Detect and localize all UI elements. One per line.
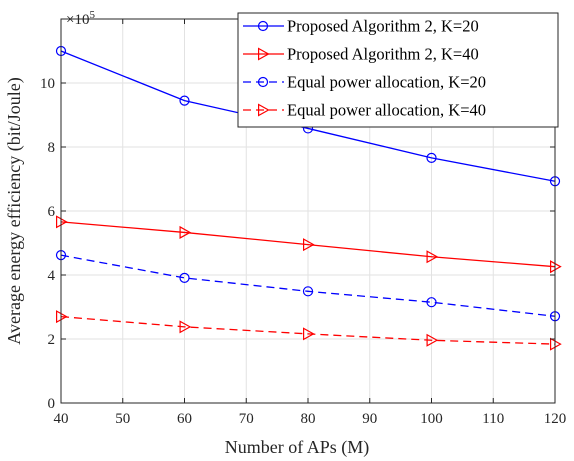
y-tick-label: 0 xyxy=(48,396,56,412)
legend: Proposed Algorithm 2, K=20 Proposed Algor… xyxy=(237,12,559,128)
x-axis-label: Number of APs (M) xyxy=(225,437,370,458)
legend-swatch-marker xyxy=(258,47,270,61)
data-point xyxy=(55,310,68,324)
data-point xyxy=(303,327,315,341)
data-point xyxy=(303,238,315,252)
legend-swatch-marker xyxy=(257,76,269,88)
series-line xyxy=(60,50,556,182)
x-tick-label: 50 xyxy=(115,411,130,427)
y-exponent-label: ×105 xyxy=(66,9,95,28)
data-point xyxy=(426,297,437,308)
data-point xyxy=(55,215,68,229)
series-layer xyxy=(55,45,562,351)
data-point xyxy=(426,333,439,347)
x-tick-label: 120 xyxy=(544,411,567,427)
y-tick-labels: 0 2 4 6 8 10 xyxy=(40,76,56,412)
y-tick-label: 8 xyxy=(48,140,56,156)
series-line xyxy=(60,315,556,345)
legend-item: Proposed Algorithm 2, K=40 xyxy=(243,45,479,64)
x-tick-label: 100 xyxy=(420,411,443,427)
legend-item: Proposed Algorithm 2, K=20 xyxy=(243,17,479,36)
series-line xyxy=(60,221,556,268)
legend-swatch-marker xyxy=(258,103,270,117)
data-point xyxy=(426,152,437,163)
x-tick-label: 60 xyxy=(177,411,192,427)
legend-label: Equal power allocation, K=20 xyxy=(287,73,486,92)
y-tick-label: 4 xyxy=(48,268,56,284)
series-4 xyxy=(55,310,562,351)
legend-label: Proposed Algorithm 2, K=40 xyxy=(287,45,479,64)
y-tick-label: 10 xyxy=(40,76,55,92)
series-1 xyxy=(55,45,561,187)
legend-label: Equal power allocation, K=40 xyxy=(287,101,486,120)
x-tick-label: 40 xyxy=(54,411,69,427)
legend-box xyxy=(237,12,559,128)
data-point xyxy=(549,337,562,351)
data-point xyxy=(426,250,439,264)
legend-label: Proposed Algorithm 2, K=20 xyxy=(287,17,479,36)
data-point xyxy=(302,286,314,297)
x-tick-labels: 40 50 60 70 80 90 100 110 120 xyxy=(54,411,567,427)
x-tick-label: 90 xyxy=(362,411,377,427)
legend-item: Equal power allocation, K=40 xyxy=(243,101,486,120)
data-point xyxy=(179,225,192,239)
x-tick-label: 110 xyxy=(482,411,504,427)
x-tick-label: 70 xyxy=(239,411,254,427)
data-point xyxy=(179,320,192,334)
y-exponent-power: 5 xyxy=(89,9,95,21)
series-2 xyxy=(55,215,562,274)
legend-swatch-marker xyxy=(257,20,269,32)
legend-item: Equal power allocation, K=20 xyxy=(243,73,486,92)
x-tick-label: 80 xyxy=(301,411,316,427)
y-axis-label: Average energy efficiency (bit/Joule) xyxy=(4,77,25,344)
data-point xyxy=(179,95,190,106)
series-line xyxy=(60,254,556,317)
y-exponent-base: ×10 xyxy=(66,12,89,28)
data-point xyxy=(179,272,190,283)
data-point xyxy=(549,260,562,274)
y-tick-label: 6 xyxy=(48,204,56,220)
y-tick-label: 2 xyxy=(48,332,56,348)
